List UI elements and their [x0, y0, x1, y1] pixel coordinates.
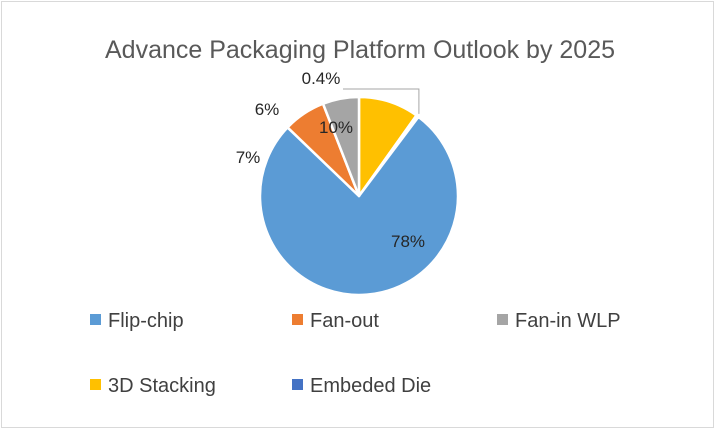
legend-swatch-fan-out — [292, 314, 303, 325]
chart-title: Advance Packaging Platform Outlook by 20… — [105, 36, 615, 64]
pie-slice-fan-in-wlp — [321, 95, 361, 198]
data-label-embeded-die: 0.4% — [302, 69, 341, 88]
pie-slices — [258, 95, 460, 297]
legend-label-fan-out: Fan-out — [310, 310, 379, 332]
legend-item-flip-chip: Flip-chip — [90, 310, 184, 332]
legend-label-embeded-die: Embeded Die — [310, 375, 431, 397]
legend-item-embeded-die: Embeded Die — [292, 375, 431, 397]
data-label-fan-out: 7% — [236, 148, 261, 167]
leader-lines — [343, 88, 420, 114]
legend-label-3d-stacking: 3D Stacking — [108, 375, 216, 397]
legend-item-fan-in-wlp: Fan-in WLP — [497, 310, 621, 332]
legend-item-3d-stacking: 3D Stacking — [90, 375, 216, 397]
legend-swatch-3d-stacking — [90, 379, 101, 390]
pie-slice-flip-chip — [258, 115, 460, 297]
legend-swatch-flip-chip — [90, 314, 101, 325]
data-labels: 10% 0.4% 78% 7% 6% — [236, 69, 425, 251]
legend: Flip-chip Fan-out Fan-in WLP 3D Stacking Emb… — [90, 310, 621, 397]
legend-label-flip-chip: Flip-chip — [108, 310, 184, 332]
data-label-3d-stacking: 10% — [319, 118, 353, 137]
legend-label-fan-in-wlp: Fan-in WLP — [515, 310, 621, 332]
data-label-fan-in-wlp: 6% — [255, 100, 280, 119]
leader-line-embeded-die — [343, 88, 420, 114]
legend-item-fan-out: Fan-out — [292, 310, 379, 332]
data-label-flip-chip: 78% — [391, 232, 425, 251]
legend-swatch-embeded-die — [292, 379, 303, 390]
legend-swatch-fan-in-wlp — [497, 314, 508, 325]
